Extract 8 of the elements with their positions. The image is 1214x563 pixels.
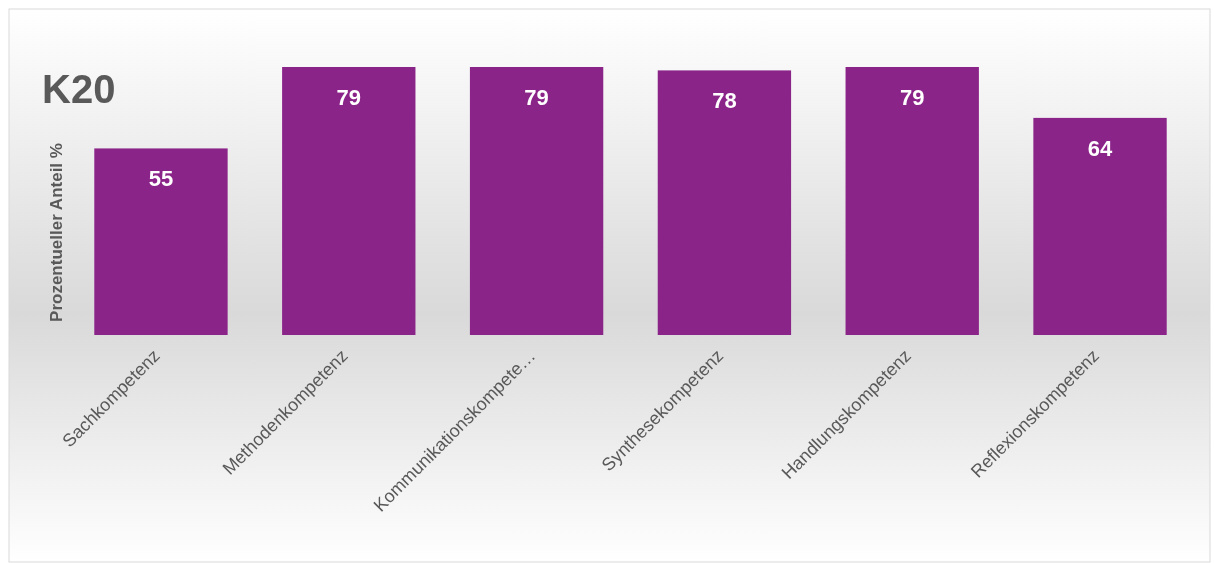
data-label: 79	[336, 85, 362, 110]
data-label: 64	[1087, 135, 1114, 161]
chart-title: K20	[42, 67, 116, 111]
data-label: 55	[148, 166, 174, 192]
y-axis-title: Prozentueller Anteil %	[47, 143, 66, 322]
data-label: 79	[524, 85, 549, 110]
data-label: 79	[899, 85, 925, 110]
data-label: 78	[712, 88, 737, 114]
